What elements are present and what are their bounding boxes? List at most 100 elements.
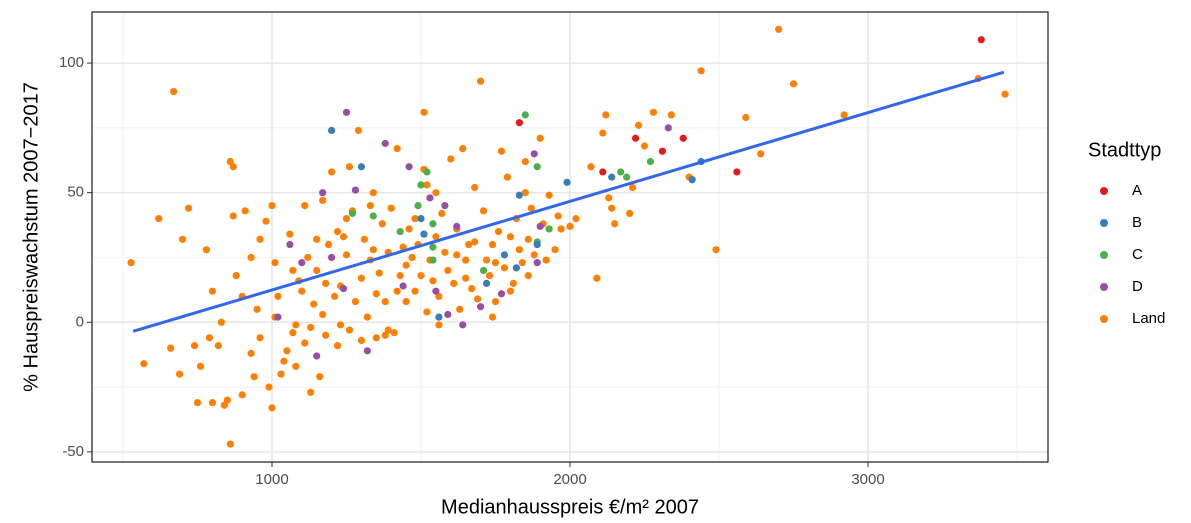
- point: [557, 225, 565, 233]
- point: [286, 240, 294, 249]
- point: [313, 266, 321, 275]
- point: [176, 370, 184, 378]
- point: [515, 191, 523, 199]
- legend-key: [1100, 219, 1108, 227]
- point: [468, 284, 476, 293]
- point: [405, 163, 413, 171]
- point: [563, 178, 571, 186]
- point: [488, 313, 497, 321]
- point: [444, 266, 452, 275]
- point: [435, 321, 443, 329]
- point: [521, 157, 529, 166]
- legend-key: [1100, 187, 1108, 195]
- point: [307, 388, 315, 396]
- point: [342, 108, 351, 116]
- x-tick-label: 2000: [553, 471, 586, 488]
- point: [208, 399, 216, 407]
- point: [339, 233, 348, 241]
- point: [229, 212, 237, 220]
- point: [301, 202, 309, 210]
- point: [313, 235, 321, 243]
- point: [494, 227, 503, 236]
- point: [658, 147, 666, 155]
- legend-label: Land: [1132, 310, 1165, 327]
- point: [631, 134, 640, 142]
- point: [465, 240, 473, 249]
- point: [253, 305, 261, 313]
- point: [319, 310, 327, 319]
- point: [265, 383, 273, 391]
- point: [453, 222, 461, 230]
- point: [420, 230, 428, 238]
- point: [408, 253, 416, 262]
- point: [593, 274, 601, 282]
- point: [462, 274, 470, 282]
- legend-key: [1100, 251, 1108, 259]
- point: [423, 168, 431, 176]
- point: [977, 36, 985, 44]
- point: [417, 272, 425, 280]
- point: [208, 287, 216, 295]
- point: [530, 150, 538, 158]
- point: [393, 145, 401, 153]
- point: [372, 290, 380, 298]
- point: [155, 214, 163, 223]
- point: [733, 168, 741, 176]
- point: [491, 259, 500, 267]
- point: [679, 134, 687, 142]
- point: [646, 157, 655, 166]
- x-tick-label: 3000: [851, 471, 884, 488]
- point: [617, 168, 625, 176]
- point: [140, 360, 148, 368]
- point: [441, 202, 449, 210]
- point: [438, 209, 446, 218]
- point: [247, 349, 255, 357]
- point: [205, 334, 214, 342]
- point: [256, 334, 264, 342]
- point: [202, 246, 211, 254]
- point: [417, 214, 425, 223]
- point: [533, 259, 541, 267]
- point: [241, 207, 249, 215]
- point: [402, 261, 410, 269]
- point: [396, 272, 404, 280]
- point: [450, 279, 458, 287]
- point: [515, 119, 523, 127]
- point: [462, 256, 470, 264]
- point: [479, 207, 488, 215]
- point: [369, 189, 377, 197]
- point: [381, 297, 389, 306]
- point: [432, 233, 440, 241]
- point: [327, 253, 336, 262]
- point: [742, 113, 750, 122]
- point: [840, 111, 848, 119]
- point: [423, 308, 431, 316]
- point: [223, 396, 231, 404]
- point: [268, 202, 276, 210]
- point: [226, 440, 234, 448]
- point: [491, 297, 500, 306]
- point: [536, 222, 544, 230]
- point: [214, 342, 222, 350]
- point: [599, 168, 607, 176]
- point: [432, 287, 440, 295]
- point: [426, 194, 434, 202]
- point: [339, 284, 348, 293]
- point: [319, 189, 327, 197]
- point: [697, 67, 705, 75]
- point: [476, 303, 485, 311]
- point: [482, 279, 491, 287]
- x-tick-label: 1000: [255, 471, 288, 488]
- point: [545, 225, 553, 233]
- point: [471, 238, 479, 246]
- point: [327, 168, 336, 176]
- point: [429, 243, 437, 251]
- point: [310, 300, 318, 308]
- point: [170, 87, 178, 96]
- point: [351, 297, 360, 306]
- point: [623, 173, 631, 181]
- point: [399, 282, 407, 290]
- point: [402, 297, 410, 306]
- point: [518, 259, 526, 267]
- point: [667, 111, 675, 119]
